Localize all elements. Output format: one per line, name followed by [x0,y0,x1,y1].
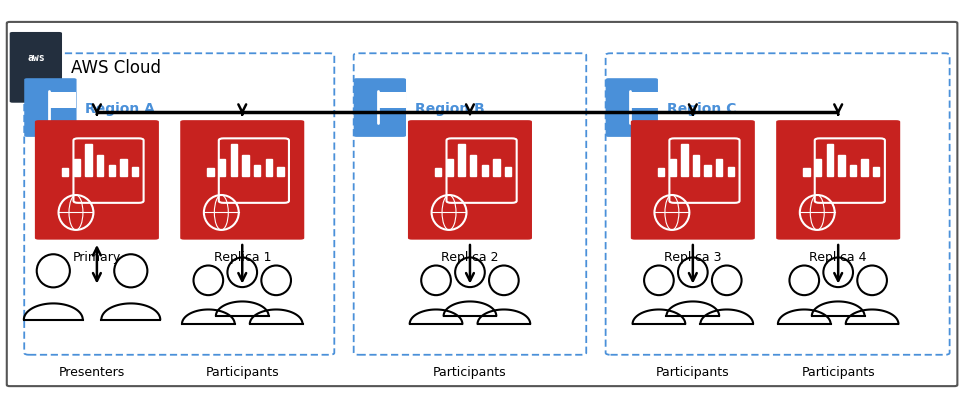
Text: Participants: Participants [656,365,730,378]
FancyBboxPatch shape [10,33,62,103]
Bar [482,166,488,177]
Bar [681,144,688,177]
Bar [505,167,512,177]
Bar [803,169,810,177]
Ellipse shape [858,266,887,296]
Bar [716,159,723,177]
Ellipse shape [37,255,70,288]
Ellipse shape [824,258,853,288]
Text: Replica 3: Replica 3 [664,251,722,263]
Bar [109,166,115,177]
Bar [254,166,261,177]
Bar [74,159,80,177]
Text: Presenters: Presenters [59,365,125,378]
Ellipse shape [262,266,291,296]
Text: Region A: Region A [85,101,155,115]
Text: Region B: Region B [415,101,484,115]
Bar [458,144,465,177]
FancyBboxPatch shape [180,121,304,240]
Ellipse shape [194,266,223,296]
Bar [827,144,833,177]
Bar [132,167,139,177]
FancyBboxPatch shape [35,121,159,240]
Bar [670,159,676,177]
Text: Participants: Participants [205,365,279,378]
FancyBboxPatch shape [408,121,532,240]
FancyBboxPatch shape [631,121,755,240]
Bar [219,159,226,177]
FancyBboxPatch shape [776,121,900,240]
Text: aws: aws [27,53,45,63]
Text: Replica 4: Replica 4 [809,251,867,263]
Bar [277,167,284,177]
Bar [693,156,700,177]
Bar [470,156,477,177]
FancyBboxPatch shape [354,79,406,138]
Bar [838,156,845,177]
Text: Region C: Region C [667,101,736,115]
Text: Replica 1: Replica 1 [213,251,271,263]
Bar [62,169,69,177]
Bar [85,144,92,177]
Bar [447,159,453,177]
FancyBboxPatch shape [631,93,658,108]
Bar [120,159,127,177]
Ellipse shape [644,266,673,296]
Bar [97,156,104,177]
Text: ⌣: ⌣ [33,80,39,90]
Ellipse shape [712,266,741,296]
FancyBboxPatch shape [379,93,406,108]
Bar [850,166,857,177]
Ellipse shape [678,258,707,288]
Bar [815,159,822,177]
Bar [704,166,711,177]
Bar [435,169,442,177]
Text: Primary: Primary [73,251,121,263]
Bar [231,144,237,177]
Bar [242,156,249,177]
Text: AWS Cloud: AWS Cloud [71,59,161,77]
Bar [873,167,880,177]
Text: Replica 2: Replica 2 [441,251,499,263]
Ellipse shape [455,258,484,288]
Ellipse shape [228,258,257,288]
FancyBboxPatch shape [7,23,957,386]
Ellipse shape [489,266,518,296]
Bar [493,159,500,177]
FancyBboxPatch shape [24,79,77,138]
Bar [658,169,665,177]
Text: Participants: Participants [801,365,875,378]
Bar [207,169,214,177]
Ellipse shape [114,255,147,288]
Bar [861,159,868,177]
FancyBboxPatch shape [49,93,77,108]
Bar [728,167,735,177]
Ellipse shape [422,266,451,296]
Ellipse shape [790,266,819,296]
Text: Participants: Participants [433,365,507,378]
Bar [266,159,272,177]
FancyBboxPatch shape [606,79,658,138]
